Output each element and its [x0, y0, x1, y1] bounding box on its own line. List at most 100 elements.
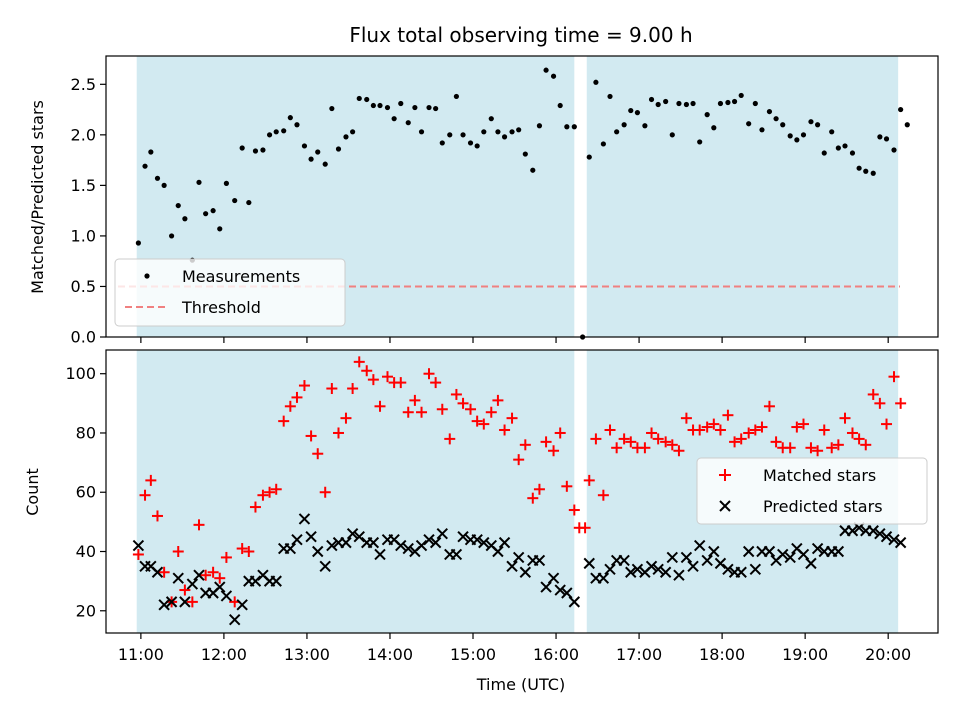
matched-star-point	[519, 439, 531, 451]
matched-star-point	[604, 424, 616, 436]
x-tick-label: 17:00	[616, 645, 662, 664]
predicted-star-point	[749, 563, 762, 575]
matched-star-point	[264, 486, 276, 498]
matched-star-point	[395, 377, 407, 389]
matched-star-point	[145, 474, 157, 486]
matched-star-point	[660, 436, 672, 448]
predicted-star-point	[236, 599, 248, 611]
measurement-point	[260, 147, 266, 153]
measurement-point	[356, 95, 362, 102]
measurement-point	[460, 132, 466, 138]
matched-star-point	[416, 406, 428, 418]
measurement-point	[800, 132, 807, 138]
matched-star-point	[749, 424, 761, 436]
measurement-point	[217, 226, 223, 232]
matched-star-point	[457, 397, 469, 409]
y-tick-label: 40	[76, 542, 96, 561]
predicted-star-point	[568, 596, 581, 608]
measurement-point	[586, 154, 592, 160]
matched-star-point	[151, 510, 163, 522]
measurement-point	[557, 102, 563, 109]
matched-star-point	[278, 415, 290, 427]
measurement-point	[516, 127, 522, 133]
predicted-star-point	[561, 587, 573, 599]
predicted-star-point	[402, 542, 414, 555]
y-tick-label: 1.5	[71, 176, 96, 195]
matched-star-point	[846, 427, 858, 439]
measurement-point	[536, 123, 543, 129]
matched-star-point	[694, 424, 706, 436]
predicted-star-point	[832, 545, 845, 558]
measurement-point	[453, 93, 460, 100]
predicted-star-point	[450, 548, 463, 561]
matched-star-point	[186, 596, 198, 608]
predicted-star-point	[326, 539, 338, 552]
predicted-star-point	[298, 513, 311, 525]
y-tick-label: 60	[76, 483, 96, 502]
matched-star-point	[548, 445, 560, 457]
matched-star-point	[347, 383, 359, 395]
measurement-point	[904, 122, 910, 128]
measurement-point	[628, 107, 634, 114]
measurement-point	[266, 132, 273, 138]
measurement-point	[697, 139, 703, 145]
matched-star-point	[402, 406, 414, 418]
predicted-star-point	[228, 613, 241, 626]
measurement-point	[343, 134, 349, 140]
measurement-point	[142, 163, 148, 169]
matched-star-point	[805, 442, 817, 454]
measurement-point	[223, 180, 229, 186]
matched-star-point	[590, 433, 602, 445]
measurement-point	[642, 123, 648, 129]
matched-star-point	[257, 489, 269, 501]
measurement-point	[246, 199, 252, 206]
y-tick-label: 1.0	[71, 226, 96, 245]
measurement-point	[308, 156, 314, 162]
predicted-star-point	[735, 566, 747, 578]
measurement-point	[281, 128, 287, 134]
observing-window	[136, 350, 575, 633]
measurement-point	[593, 79, 599, 85]
matched-star-point	[312, 448, 324, 460]
predicted-star-point	[673, 569, 685, 581]
matched-star-point	[353, 356, 365, 368]
matched-star-point	[450, 388, 462, 400]
matched-star-point	[714, 424, 726, 436]
matched-star-point	[527, 492, 539, 504]
measurement-point	[239, 145, 245, 151]
measurement-point	[418, 129, 425, 135]
predicted-star-point	[284, 542, 297, 555]
measurement-point	[877, 134, 883, 140]
matched-star-point	[881, 418, 893, 430]
matched-star-point	[465, 403, 477, 415]
matched-star-point	[207, 566, 219, 578]
matched-star-point	[680, 412, 692, 424]
measurement-point	[690, 100, 696, 107]
predicted-star-point	[652, 563, 664, 575]
matched-star-point	[708, 418, 720, 430]
measurement-point	[600, 141, 606, 147]
measurement-point	[370, 102, 376, 109]
measurement-point	[405, 120, 411, 126]
measurement-point	[550, 73, 557, 79]
measurement-point	[329, 105, 335, 112]
measurement-point	[856, 165, 862, 171]
matched-star-point	[652, 433, 664, 445]
measurement-point	[634, 110, 641, 116]
measurement-point	[808, 119, 814, 125]
measurement-point	[891, 147, 897, 153]
measurement-point	[829, 129, 835, 135]
measurement-point	[794, 137, 800, 143]
matched-star-point	[554, 427, 566, 439]
predicted-star-point	[353, 530, 365, 543]
measurement-point	[835, 145, 841, 151]
observing-window	[586, 56, 899, 337]
predicted-star-point	[811, 542, 824, 555]
predicted-star-point	[367, 536, 380, 549]
matched-star-point	[597, 489, 609, 501]
measurement-point	[287, 115, 293, 121]
matched-star-point	[319, 486, 331, 498]
matched-star-point	[499, 424, 511, 436]
predicted-star-point	[132, 539, 145, 552]
predicted-star-point	[471, 533, 483, 546]
